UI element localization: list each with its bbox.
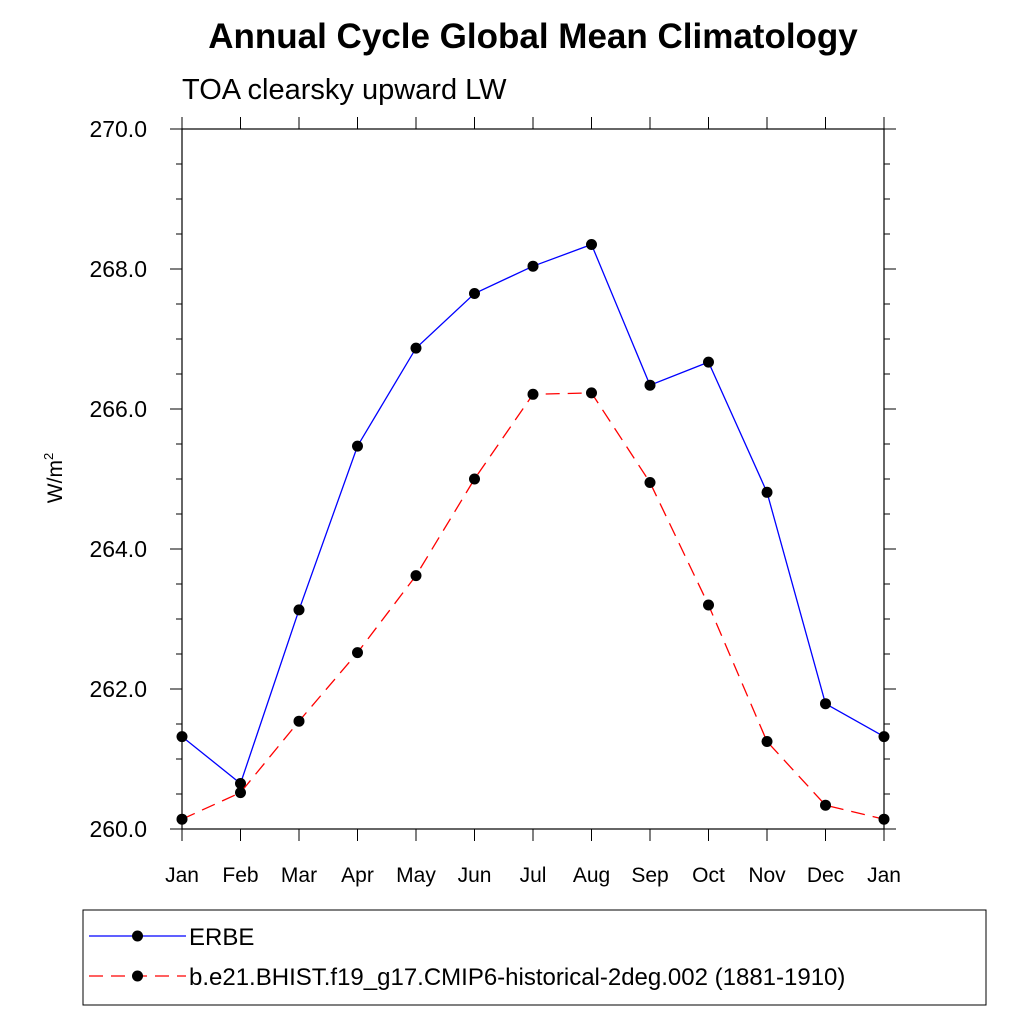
y-tick-label: 262.0 (89, 676, 147, 702)
x-tick-label: Mar (281, 864, 317, 887)
data-point (352, 647, 363, 659)
data-point (469, 288, 480, 299)
x-tick-label: Jun (458, 864, 492, 887)
legend-box (82, 909, 987, 1006)
x-tick-label: Dec (807, 864, 844, 887)
y-tick-label: 264.0 (89, 536, 147, 562)
data-point (410, 570, 422, 582)
data-point (820, 698, 831, 710)
y-axis-label-superscript: 2 (41, 453, 56, 460)
data-point (469, 473, 480, 485)
x-tick-label: Feb (222, 864, 258, 887)
legend-swatch-marker (132, 970, 143, 982)
series-2 (176, 387, 890, 825)
x-tick-label: Jan (165, 864, 199, 887)
x-tick-label: Jul (520, 864, 547, 887)
data-point (235, 778, 246, 789)
data-point (410, 342, 422, 354)
legend-label: b.e21.BHIST.f19_g17.CMIP6-historical-2de… (189, 964, 845, 991)
data-point (293, 715, 305, 727)
x-tick-label: Apr (341, 864, 374, 887)
chart-title: Annual Cycle Global Mean Climatology (208, 17, 858, 56)
data-point (235, 787, 246, 799)
y-tick-label: 270.0 (89, 116, 147, 142)
x-tick-label: May (396, 864, 436, 887)
y-axis-label-text: W/m (44, 460, 67, 503)
data-point (878, 731, 890, 743)
chart-subtitle: TOA clearsky upward LW (182, 74, 507, 106)
x-tick-label: Nov (748, 864, 786, 887)
y-axis-tick-labels: 260.0 262.0 264.0 266.0 268.0 270.0 (89, 116, 147, 842)
x-tick-label: Aug (573, 864, 610, 887)
x-tick-label: Oct (692, 864, 725, 887)
series-1 (176, 239, 890, 789)
data-point (586, 387, 597, 399)
y-tick-label: 268.0 (89, 256, 147, 282)
data-point (761, 486, 773, 498)
legend-label: ERBE (189, 924, 254, 951)
data-point (878, 813, 890, 825)
legend: ERBE b.e21.BHIST.f19_g17.CMIP6-historical… (89, 924, 845, 991)
data-point (527, 260, 539, 272)
data-point (352, 440, 363, 452)
legend-item-2: b.e21.BHIST.f19_g17.CMIP6-historical-2de… (89, 964, 845, 991)
data-point (176, 731, 188, 743)
y-tick-label: 260.0 (89, 816, 147, 842)
axis-ticks (170, 117, 896, 841)
y-axis-label: W/m2 (41, 453, 67, 503)
legend-item-1: ERBE (89, 924, 254, 951)
x-axis-tick-labels: Jan Feb Mar Apr May Jun Jul Aug Sep Oct Nov Dec Jan (165, 864, 901, 887)
data-point (586, 239, 597, 250)
series-layer (176, 239, 890, 825)
data-point (761, 736, 773, 747)
data-point (293, 604, 305, 616)
y-tick-label: 266.0 (89, 396, 147, 422)
data-point (644, 379, 656, 391)
svg-text:W/m2: W/m2 (41, 453, 67, 503)
data-point (703, 599, 714, 611)
series-line (181, 392, 885, 820)
x-tick-label: Sep (631, 864, 668, 887)
legend-swatch-marker (132, 930, 143, 942)
series-line (181, 243, 885, 785)
data-point (644, 477, 656, 488)
data-point (820, 799, 831, 811)
x-tick-label: Jan (867, 864, 901, 887)
data-point (527, 388, 539, 400)
data-point (703, 356, 714, 368)
plot-area (181, 128, 885, 830)
data-point (176, 813, 188, 825)
